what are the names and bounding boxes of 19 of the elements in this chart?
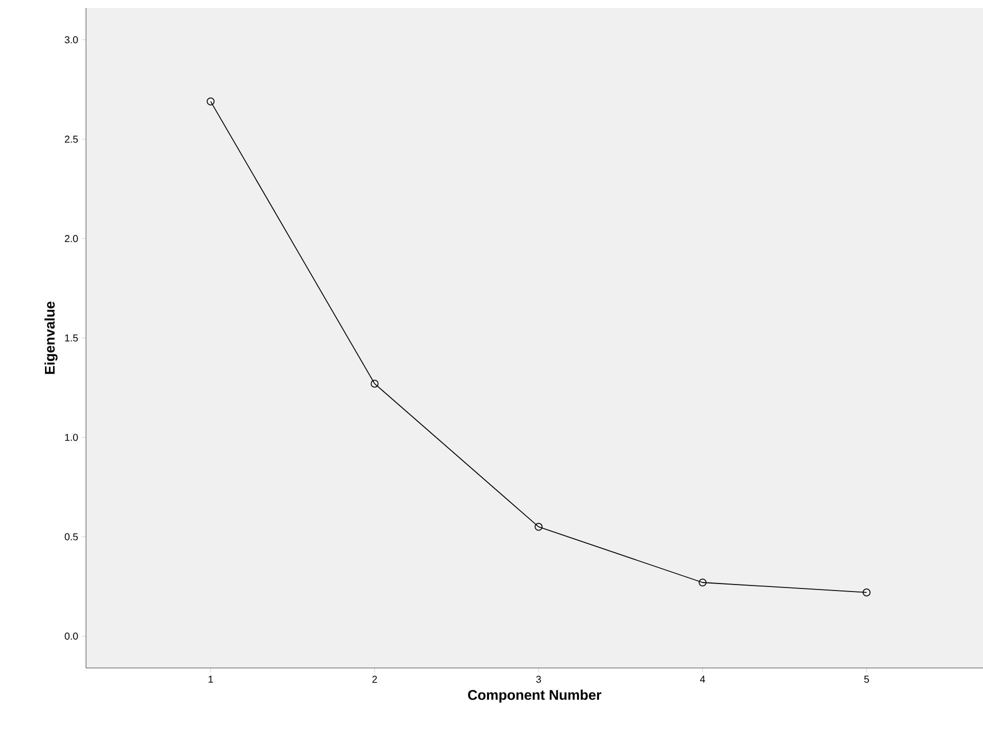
y-tick-label: 1.5 bbox=[65, 334, 78, 342]
x-axis-title: Component Number bbox=[468, 690, 602, 703]
y-tick-label: 2.5 bbox=[64, 136, 78, 143]
point bbox=[206, 97, 215, 106]
point bbox=[862, 588, 871, 596]
x-tick-label: 3 bbox=[536, 676, 541, 683]
y-tick-label: 0.5 bbox=[64, 533, 78, 540]
point bbox=[698, 578, 707, 586]
point bbox=[534, 522, 543, 531]
point bbox=[370, 380, 379, 388]
y-tick-label: 1.0 bbox=[65, 434, 78, 441]
x-tick-label: 4 bbox=[700, 676, 706, 683]
y-axis-title: Eigenvalue bbox=[44, 302, 58, 374]
x-tick-label: 2 bbox=[372, 676, 377, 683]
x-tick-label: 5 bbox=[864, 676, 869, 683]
y-tick-label: 2.0 bbox=[64, 235, 78, 242]
y-tick-label: 3.0 bbox=[64, 36, 78, 44]
x-tick-label: 1 bbox=[208, 676, 213, 683]
y-tick-label: 0.0 bbox=[64, 632, 78, 640]
